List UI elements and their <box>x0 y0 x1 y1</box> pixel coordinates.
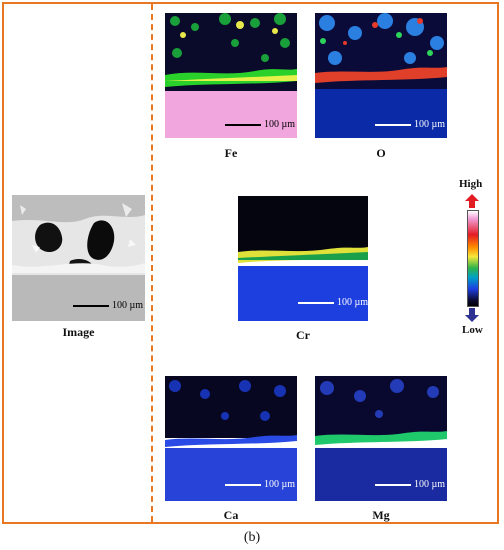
dashed-divider <box>151 4 153 522</box>
arrow-up-icon <box>465 194 479 208</box>
arrow-down-icon <box>465 308 479 322</box>
fe-map-panel <box>165 13 297 138</box>
legend-high-label: High <box>459 178 483 190</box>
cr-map-panel <box>238 196 368 321</box>
o-map-panel <box>315 13 447 138</box>
sem-image-panel <box>12 195 145 321</box>
panel-label-ca: Ca <box>223 508 239 522</box>
panel-label-cr: Cr <box>296 328 310 342</box>
ca-map-panel <box>165 376 297 501</box>
scale-bar-image: 100 µm <box>73 300 143 311</box>
mg-map-panel <box>315 376 447 501</box>
panel-label-mg: Mg <box>372 508 390 522</box>
panel-label-o: O <box>376 146 386 160</box>
scale-bar-ca: 100 µm <box>225 479 295 490</box>
scale-bar-fe: 100 µm <box>225 119 295 130</box>
color-scale-bar <box>467 210 479 307</box>
legend-low-label: Low <box>462 324 483 336</box>
scale-bar-o: 100 µm <box>375 119 445 130</box>
panel-label-image: Image <box>62 325 95 339</box>
figure-frame <box>2 2 499 524</box>
scale-bar-cr: 100 µm <box>298 297 368 308</box>
panel-label-fe: Fe <box>224 146 238 160</box>
figure-caption: (b) <box>243 530 261 545</box>
scale-bar-mg: 100 µm <box>375 479 445 490</box>
